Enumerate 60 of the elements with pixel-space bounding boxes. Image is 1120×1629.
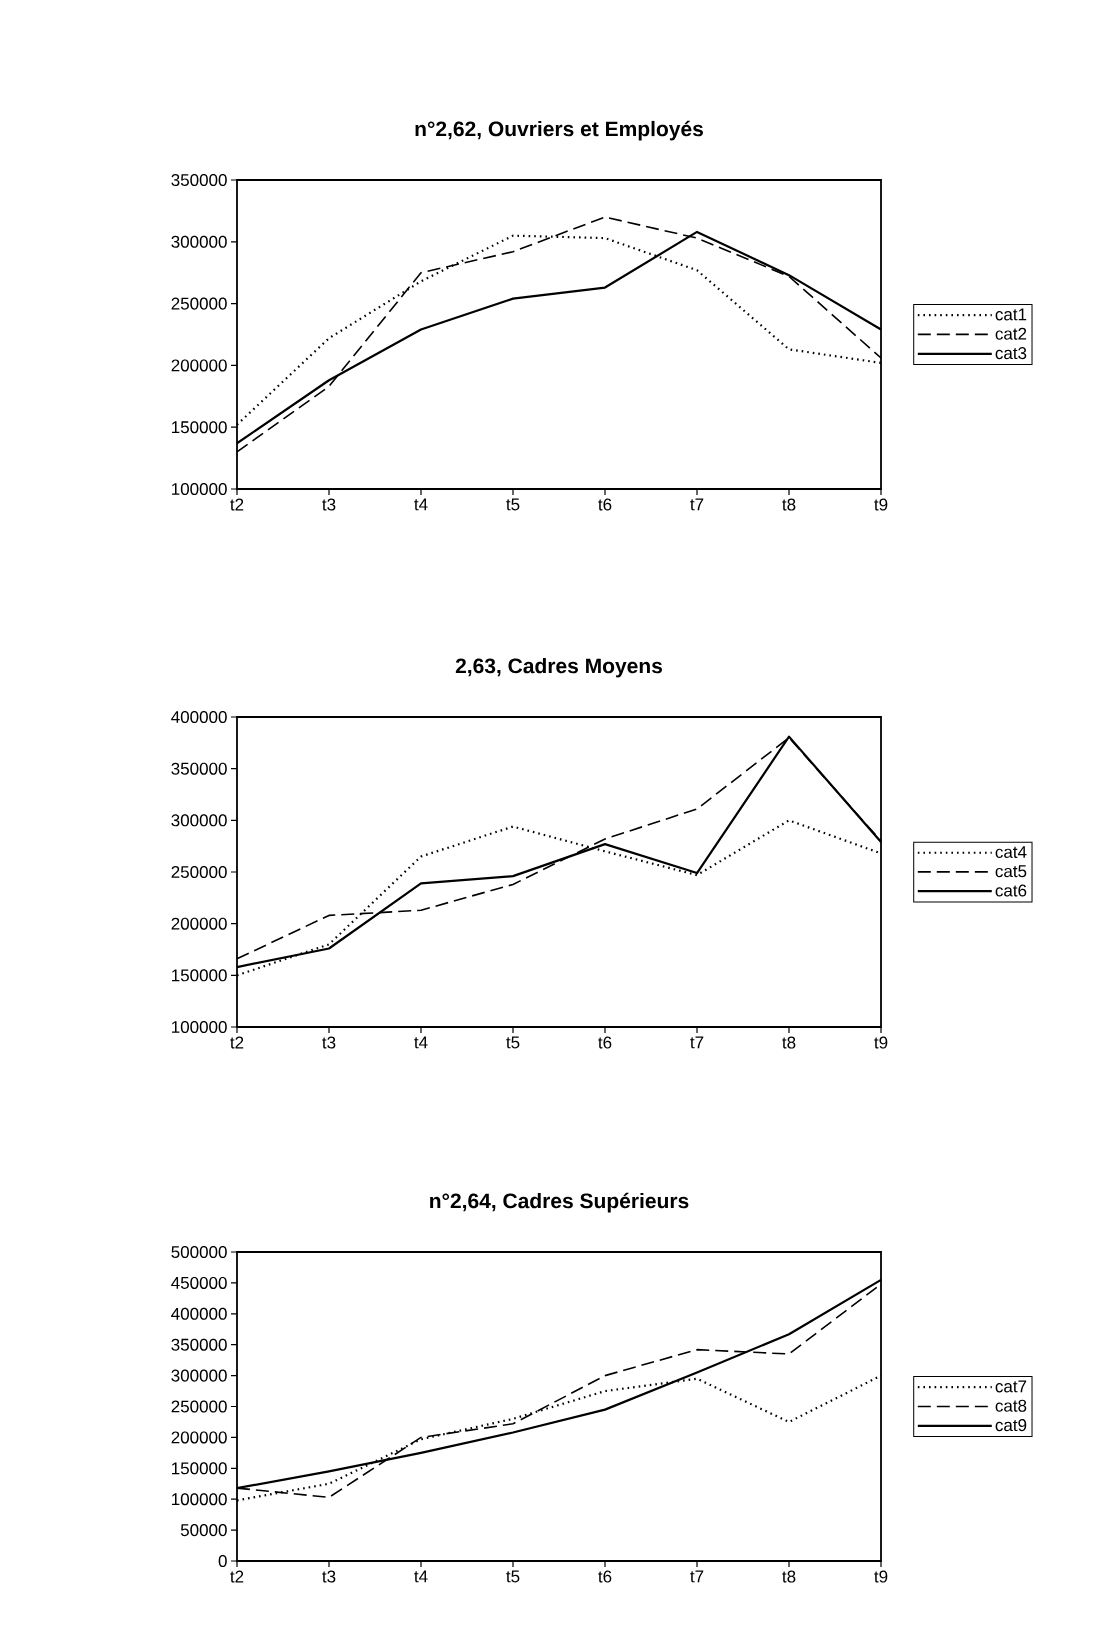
- y-tick-label: 100000: [172, 482, 227, 496]
- x-tick-label: t8: [782, 1036, 796, 1049]
- y-tick-label: 200000: [171, 359, 227, 372]
- y-tick-label: 300000: [171, 235, 227, 248]
- x-tick-label: t9: [874, 498, 888, 511]
- x-tick-label: t3: [322, 1570, 336, 1583]
- x-tick-label: t4: [414, 1570, 428, 1583]
- y-tick-label: 200000: [171, 1431, 227, 1444]
- x-tick-label: t8: [782, 498, 796, 511]
- y-tick-label: 250000: [171, 1400, 227, 1413]
- legend-label: cat9: [995, 1419, 1027, 1432]
- legend-label: cat1: [995, 308, 1027, 321]
- legend-label: cat4: [995, 846, 1027, 858]
- x-tick-label: t7: [690, 1570, 704, 1583]
- x-tick-label: t9: [874, 1036, 888, 1049]
- x-tick-label: t7: [690, 498, 704, 511]
- legend-label: cat6: [995, 884, 1027, 897]
- x-tick-label: t4: [414, 1036, 428, 1049]
- x-tick-label: t3: [322, 1036, 336, 1049]
- legend-label: cat8: [995, 1399, 1027, 1412]
- y-tick-label: 150000: [172, 1462, 227, 1475]
- chart-title: n°2,64, Cadres Supérieurs: [430, 1192, 689, 1213]
- x-tick-label: t4: [414, 498, 428, 511]
- y-tick-label: 350000: [171, 762, 227, 775]
- x-tick-label: t5: [506, 498, 520, 511]
- y-tick-label: 400000: [171, 710, 227, 724]
- y-tick-label: 450000: [171, 1276, 227, 1289]
- y-tick-label: 250000: [171, 297, 227, 310]
- y-tick-label: 50000: [180, 1524, 227, 1537]
- y-tick-label: 150000: [172, 969, 227, 982]
- x-tick-label: t2: [230, 1570, 244, 1583]
- x-tick-label: t7: [690, 1036, 704, 1049]
- legend-label: cat5: [995, 865, 1027, 878]
- x-tick-label: t3: [322, 498, 336, 511]
- x-tick-label: t9: [874, 1570, 888, 1583]
- y-tick-label: 350000: [171, 1338, 227, 1351]
- legend-label: cat7: [995, 1380, 1027, 1393]
- legend-label: cat3: [995, 347, 1027, 360]
- y-tick-label: 0: [218, 1555, 227, 1568]
- chart-title: n°2,62, Ouvriers et Employés: [415, 120, 703, 141]
- y-tick-label: 150000: [172, 421, 227, 434]
- y-tick-label: 500000: [171, 1246, 227, 1259]
- y-tick-label: 100000: [172, 1020, 227, 1034]
- x-tick-label: t6: [598, 1036, 612, 1049]
- y-tick-label: 300000: [171, 814, 227, 827]
- x-tick-label: t2: [230, 1036, 244, 1049]
- x-tick-label: t5: [506, 1570, 520, 1583]
- y-tick-label: 250000: [171, 865, 227, 879]
- y-tick-label: 350000: [171, 173, 227, 187]
- y-tick-label: 100000: [172, 1493, 227, 1506]
- x-tick-label: t5: [506, 1036, 520, 1049]
- x-tick-label: t8: [782, 1570, 796, 1583]
- legend-label: cat2: [995, 327, 1027, 340]
- y-tick-label: 300000: [171, 1369, 227, 1382]
- chart-title: 2,63, Cadres Moyens: [455, 657, 662, 678]
- x-tick-label: t2: [230, 498, 244, 511]
- y-tick-label: 400000: [171, 1307, 227, 1320]
- x-tick-label: t6: [598, 498, 612, 511]
- x-tick-label: t6: [598, 1570, 612, 1583]
- y-tick-label: 200000: [171, 917, 227, 930]
